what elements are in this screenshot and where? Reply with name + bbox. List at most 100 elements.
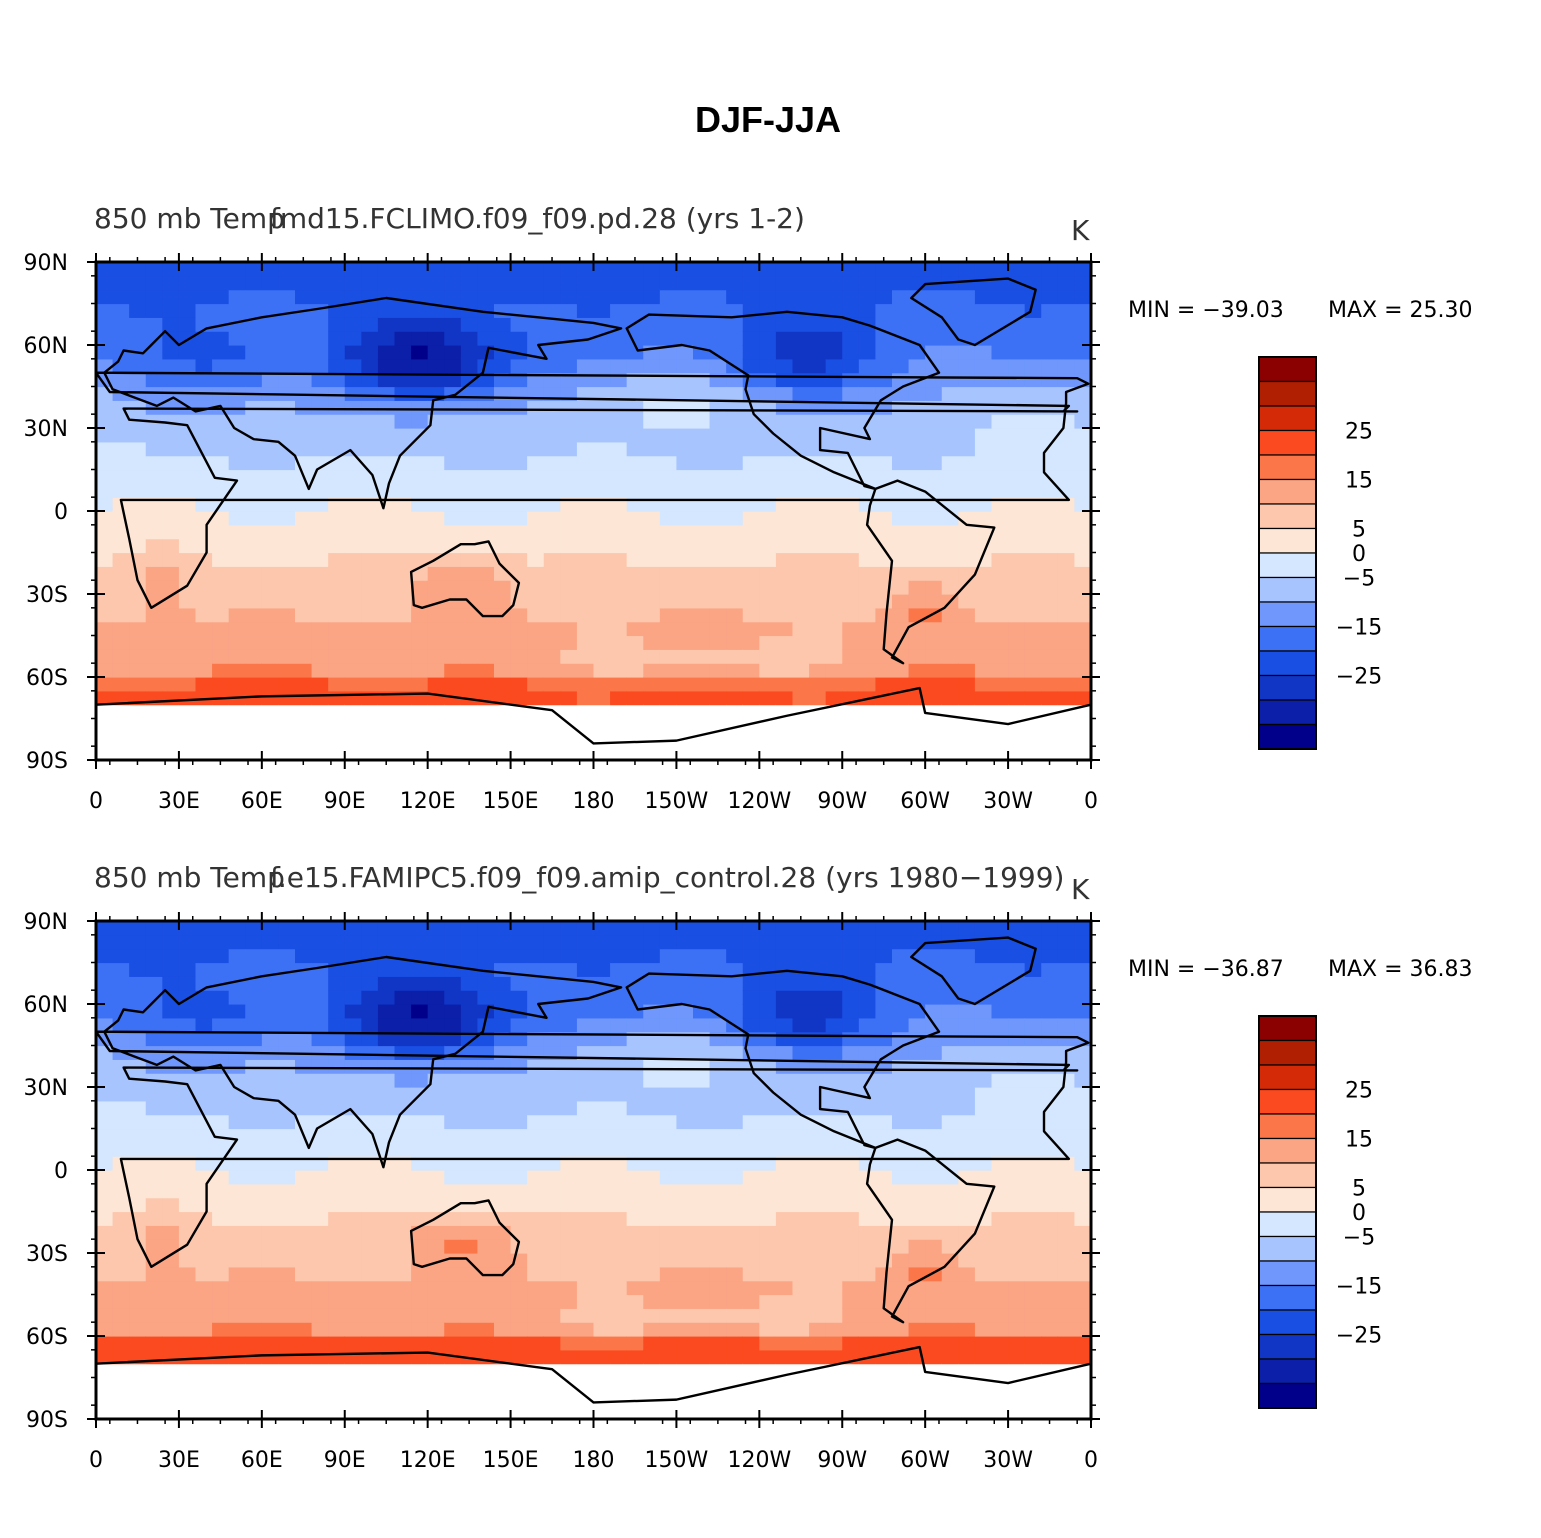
heatmap-cell: [427, 317, 445, 332]
heatmap-cell: [162, 1004, 180, 1019]
heatmap-cell: [295, 1239, 313, 1254]
heatmap-cell: [560, 746, 578, 761]
heatmap-cell: [610, 934, 628, 950]
heatmap-cell: [626, 1017, 644, 1033]
heatmap-cell: [112, 1266, 130, 1282]
heatmap-cell: [991, 607, 1009, 623]
heatmap-cell: [245, 1031, 263, 1047]
heatmap-cell: [626, 455, 644, 471]
heatmap-cell: [676, 1363, 694, 1379]
heatmap-cell: [96, 746, 114, 761]
heatmap-cell: [212, 1294, 230, 1309]
heatmap-cell: [278, 303, 296, 318]
heatmap-cell: [129, 358, 147, 374]
heatmap-cell: [295, 1349, 313, 1365]
heatmap-cell: [178, 663, 197, 678]
heatmap-cell: [295, 358, 313, 374]
heatmap-cell: [261, 1128, 280, 1143]
heatmap-cell: [311, 594, 329, 609]
colorbar-label: −15: [1336, 616, 1382, 641]
heatmap-cell: [610, 1142, 628, 1157]
heatmap-cell: [742, 262, 760, 277]
heatmap-cell: [858, 1405, 877, 1420]
heatmap-cell: [1008, 1211, 1026, 1226]
heatmap-cell: [726, 289, 744, 305]
heatmap-cell: [162, 948, 180, 964]
heatmap-cell: [825, 934, 843, 950]
heatmap-cell: [958, 1322, 976, 1337]
heatmap-cell: [377, 386, 396, 401]
heatmap-cell: [626, 1211, 644, 1226]
heatmap-cell: [311, 663, 329, 678]
heatmap-cell: [245, 948, 263, 964]
heatmap-cell: [145, 317, 163, 332]
heatmap-cell: [576, 594, 595, 609]
heatmap-cell: [991, 483, 1009, 498]
heatmap-cell: [693, 400, 711, 415]
heatmap-cell: [543, 921, 561, 936]
heatmap-cell: [759, 1253, 777, 1268]
heatmap-cell: [145, 1294, 163, 1309]
heatmap-cell: [295, 1266, 313, 1282]
heatmap-cell: [112, 1308, 130, 1323]
heatmap-cell: [1041, 948, 1059, 964]
heatmap-cell: [228, 607, 246, 623]
heatmap-cell: [394, 1073, 412, 1088]
heatmap-cell: [178, 455, 197, 471]
heatmap-cell: [361, 552, 379, 567]
heatmap-cell: [560, 1059, 578, 1074]
heatmap-cell: [693, 976, 711, 991]
heatmap-cell: [460, 1073, 479, 1088]
heatmap-cell: [775, 386, 794, 401]
heatmap-cell: [543, 580, 561, 595]
heatmap-cell: [742, 483, 760, 498]
heatmap-cell: [925, 594, 943, 609]
heatmap-cell: [908, 594, 926, 609]
heatmap-cell: [842, 1073, 860, 1088]
heatmap-cell: [145, 1004, 163, 1019]
heatmap-cell: [278, 1087, 296, 1102]
heatmap-cell: [858, 524, 877, 540]
heatmap-cell: [775, 317, 794, 332]
heatmap-cell: [145, 718, 163, 733]
heatmap-cell: [726, 552, 744, 567]
heatmap-cell: [245, 732, 263, 747]
heatmap-cell: [195, 649, 213, 664]
heatmap-cell: [742, 1087, 760, 1102]
heatmap-cell: [576, 1363, 595, 1379]
heatmap-cell: [1074, 1170, 1092, 1185]
heatmap-cell: [311, 746, 329, 761]
heatmap-cell: [560, 649, 578, 664]
heatmap-cell: [96, 718, 114, 733]
heatmap-cell: [908, 976, 926, 991]
heatmap-cell: [112, 317, 130, 332]
heatmap-cell: [1041, 483, 1059, 498]
heatmap-cell: [842, 594, 860, 609]
heatmap-cell: [908, 303, 926, 318]
heatmap-cell: [1024, 358, 1042, 374]
heatmap-cell: [527, 552, 545, 567]
heatmap-cell: [178, 1197, 197, 1213]
heatmap-cell: [925, 1322, 943, 1337]
heatmap-cell: [494, 428, 512, 443]
heatmap-cell: [145, 1183, 163, 1199]
heatmap-cell: [759, 732, 777, 747]
heatmap-cell: [925, 1087, 943, 1102]
heatmap-cell: [129, 275, 147, 291]
heatmap-cell: [742, 649, 760, 664]
heatmap-cell: [792, 663, 810, 678]
colorbar-box: [1258, 429, 1317, 456]
heatmap-cell: [510, 566, 528, 581]
heatmap-cell: [178, 976, 197, 991]
heatmap-cell: [112, 621, 130, 637]
heatmap-cell: [344, 358, 362, 374]
heatmap-cell: [643, 1017, 661, 1033]
heatmap-cell: [1074, 1266, 1092, 1282]
heatmap-cell: [195, 372, 213, 388]
heatmap-cell: [311, 1100, 329, 1116]
heatmap-cell: [726, 469, 744, 484]
heatmap-cell: [178, 621, 197, 637]
heatmap-cell: [941, 303, 959, 318]
heatmap-cell: [842, 1294, 860, 1309]
heatmap-cell: [593, 1073, 611, 1088]
